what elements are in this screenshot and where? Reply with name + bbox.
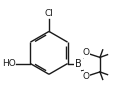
Text: O: O	[83, 72, 90, 81]
Text: HO: HO	[2, 59, 16, 68]
Text: O: O	[83, 48, 90, 57]
Text: Cl: Cl	[45, 9, 53, 18]
Text: B: B	[75, 59, 82, 69]
